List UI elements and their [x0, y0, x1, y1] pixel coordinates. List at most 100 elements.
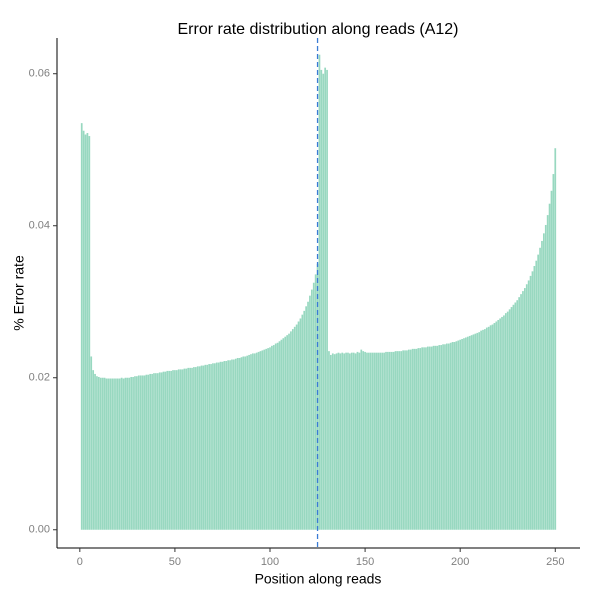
- bar: [457, 340, 460, 530]
- bar: [548, 203, 551, 530]
- bar: [404, 350, 406, 530]
- bar: [523, 288, 526, 530]
- bar: [166, 370, 169, 530]
- bar: [130, 376, 133, 530]
- bar: [485, 327, 488, 530]
- bar: [438, 345, 441, 530]
- bar: [175, 370, 178, 530]
- bar: [328, 351, 330, 530]
- bar: [109, 378, 112, 530]
- bar: [375, 352, 378, 530]
- bar: [423, 347, 425, 530]
- bar: [115, 378, 117, 530]
- bar: [105, 378, 108, 530]
- bar: [267, 348, 269, 530]
- bar: [128, 377, 131, 530]
- bar: [489, 325, 492, 530]
- x-tick-label: 50: [169, 556, 181, 568]
- bar: [541, 240, 543, 530]
- bar: [529, 275, 532, 530]
- bar: [284, 336, 287, 530]
- bar: [356, 351, 359, 530]
- bar: [307, 301, 309, 530]
- bar: [402, 350, 404, 530]
- y-tick-label: 0.00: [29, 524, 50, 536]
- bar: [449, 342, 452, 530]
- bar: [434, 345, 437, 530]
- bar: [377, 352, 380, 530]
- x-tick-label: 250: [546, 556, 564, 568]
- bar: [236, 357, 239, 530]
- bar: [314, 274, 317, 530]
- bar: [390, 351, 393, 530]
- bar: [179, 369, 182, 530]
- bar: [392, 351, 395, 530]
- bar: [136, 376, 138, 530]
- bar: [212, 363, 214, 530]
- bar: [544, 224, 547, 530]
- bar: [204, 364, 207, 530]
- bar: [231, 359, 233, 530]
- bar: [495, 321, 498, 530]
- bar: [493, 323, 496, 530]
- bar: [550, 190, 553, 530]
- bar: [196, 366, 199, 530]
- bar: [514, 302, 517, 530]
- bar: [263, 349, 266, 530]
- bar: [158, 372, 161, 530]
- bar: [461, 338, 463, 530]
- bar: [113, 378, 115, 530]
- bar: [255, 352, 258, 530]
- bar: [290, 331, 292, 530]
- bar: [371, 352, 374, 530]
- bar: [170, 370, 172, 530]
- chart-title: Error rate distribution along reads (A12…: [177, 21, 458, 38]
- bar: [261, 350, 264, 530]
- bar: [446, 343, 448, 530]
- bar: [411, 348, 414, 530]
- bar: [425, 347, 427, 530]
- bar: [324, 67, 327, 530]
- bar: [107, 378, 110, 530]
- bar: [522, 291, 524, 530]
- bar: [137, 375, 140, 530]
- bar: [153, 373, 155, 530]
- bar: [406, 350, 408, 530]
- bar: [282, 338, 285, 530]
- bar: [124, 377, 127, 530]
- bar: [149, 373, 152, 530]
- bar: [520, 294, 522, 530]
- bar: [316, 263, 319, 530]
- bar: [272, 345, 275, 530]
- bar: [447, 343, 450, 530]
- bar: [487, 326, 490, 530]
- bar: [362, 351, 365, 530]
- bar: [257, 351, 260, 530]
- bar: [156, 373, 159, 530]
- bar: [531, 271, 534, 530]
- bar: [295, 324, 298, 530]
- bar: [383, 352, 385, 530]
- bar: [440, 345, 443, 530]
- bar: [219, 361, 222, 530]
- bar: [162, 371, 165, 530]
- bar: [194, 367, 197, 530]
- bar: [97, 376, 100, 530]
- bar: [111, 378, 114, 530]
- bar: [503, 315, 505, 530]
- bar: [335, 353, 338, 530]
- bar: [259, 351, 262, 530]
- bar: [350, 352, 353, 530]
- bar: [126, 377, 129, 530]
- bar: [147, 374, 150, 530]
- bar: [543, 233, 545, 530]
- bar: [86, 133, 89, 530]
- bar: [413, 348, 416, 530]
- bar: [246, 355, 249, 530]
- bar: [84, 134, 87, 530]
- bar: [419, 348, 422, 530]
- bar: [465, 337, 467, 530]
- bar: [409, 349, 412, 530]
- bar: [474, 333, 477, 530]
